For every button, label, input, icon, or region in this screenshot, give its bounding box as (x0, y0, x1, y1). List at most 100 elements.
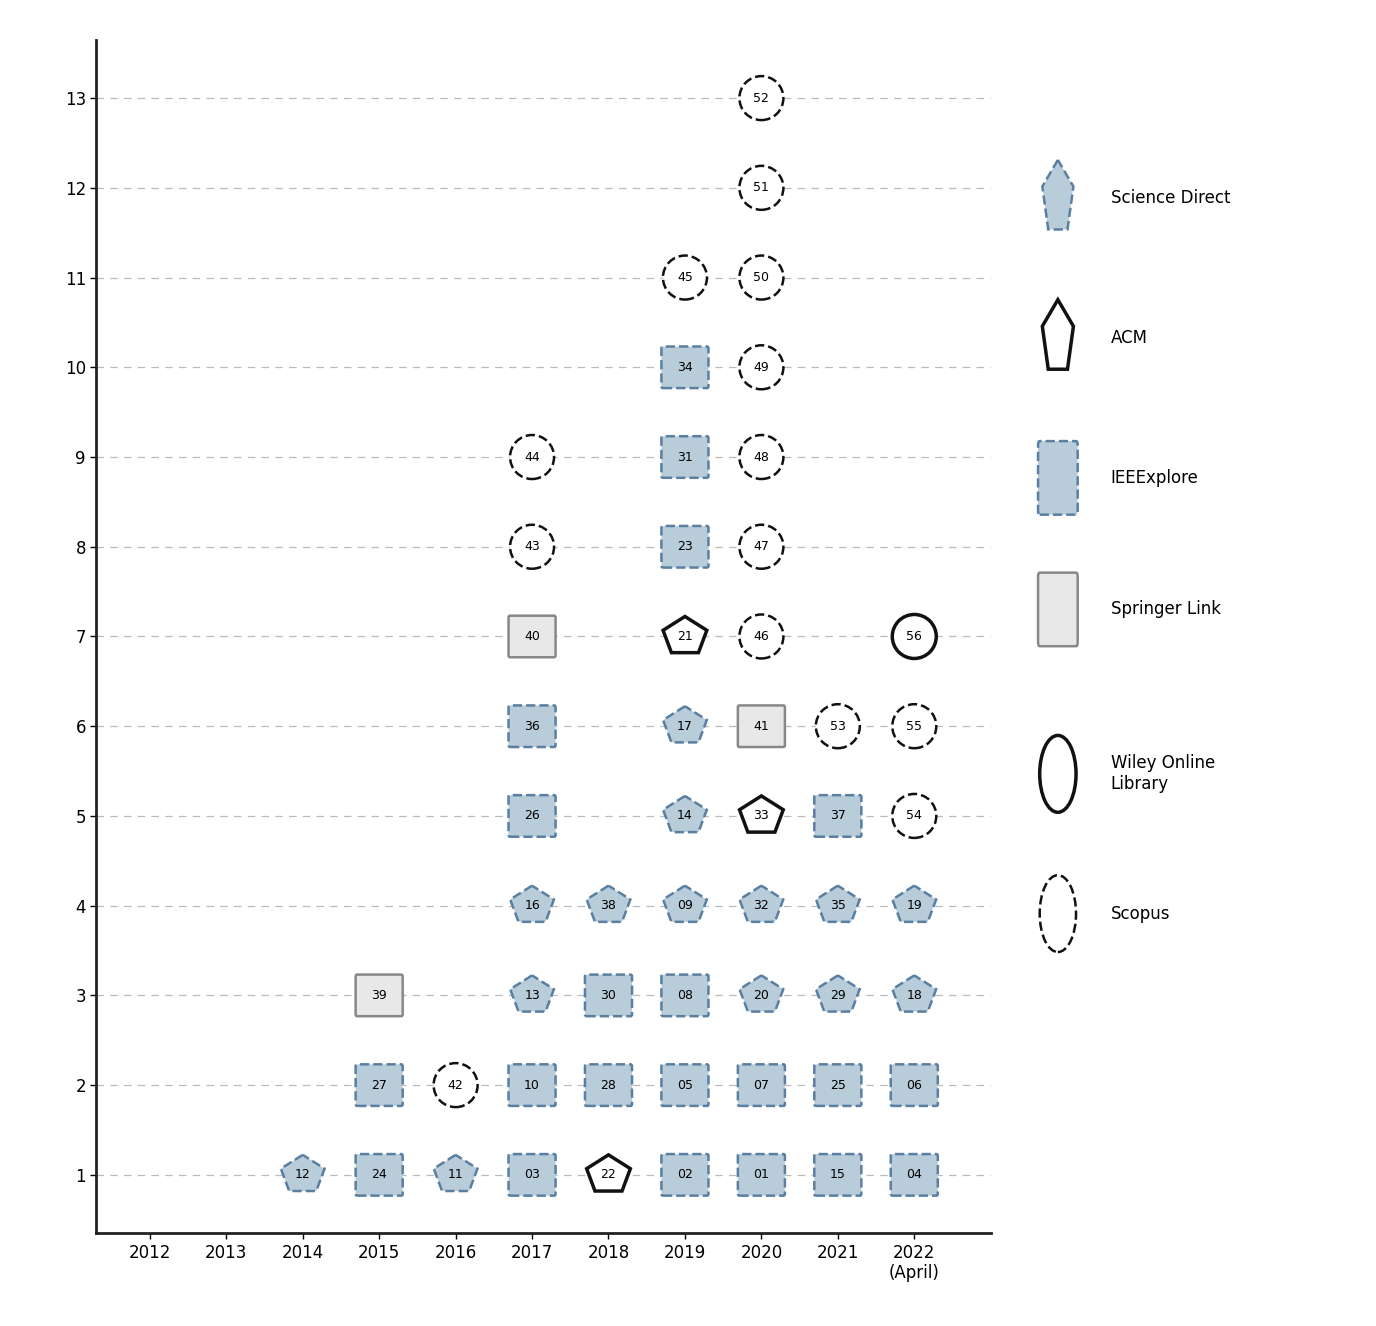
Polygon shape (893, 976, 936, 1012)
Text: 03: 03 (524, 1168, 539, 1181)
Text: 56: 56 (907, 630, 922, 643)
Text: 15: 15 (830, 1168, 846, 1181)
Polygon shape (663, 707, 707, 743)
Polygon shape (816, 976, 860, 1012)
Text: 08: 08 (677, 989, 694, 1002)
Polygon shape (510, 976, 555, 1012)
Polygon shape (510, 886, 555, 922)
Ellipse shape (739, 166, 783, 210)
Text: 11: 11 (447, 1168, 464, 1181)
Text: IEEExplore: IEEExplore (1110, 469, 1198, 487)
FancyBboxPatch shape (509, 1065, 556, 1106)
Text: 20: 20 (754, 989, 769, 1002)
FancyBboxPatch shape (355, 975, 403, 1016)
Text: 29: 29 (830, 989, 846, 1002)
Text: 13: 13 (524, 989, 539, 1002)
FancyBboxPatch shape (738, 705, 784, 747)
Text: 14: 14 (677, 809, 694, 822)
FancyBboxPatch shape (738, 1154, 784, 1196)
Ellipse shape (892, 614, 936, 659)
Text: 42: 42 (447, 1078, 464, 1091)
Text: 25: 25 (830, 1078, 846, 1091)
Text: Wiley Online
Library: Wiley Online Library (1110, 754, 1215, 793)
Polygon shape (893, 886, 936, 922)
Ellipse shape (739, 76, 783, 121)
Polygon shape (663, 796, 707, 833)
Text: 28: 28 (600, 1078, 616, 1091)
FancyBboxPatch shape (815, 796, 861, 837)
Text: 33: 33 (754, 809, 769, 822)
Polygon shape (739, 886, 783, 922)
Text: 52: 52 (754, 91, 769, 105)
FancyBboxPatch shape (585, 1065, 632, 1106)
FancyBboxPatch shape (890, 1065, 938, 1106)
Ellipse shape (433, 1063, 477, 1107)
Polygon shape (1043, 160, 1073, 229)
FancyBboxPatch shape (509, 1154, 556, 1196)
Text: 16: 16 (524, 899, 539, 912)
Text: Science Direct: Science Direct (1110, 190, 1230, 207)
Ellipse shape (739, 345, 783, 390)
Text: 18: 18 (907, 989, 922, 1002)
Text: 26: 26 (524, 809, 539, 822)
Text: 04: 04 (907, 1168, 922, 1181)
FancyBboxPatch shape (1038, 573, 1077, 646)
Text: 10: 10 (524, 1078, 539, 1091)
Text: 47: 47 (754, 540, 769, 553)
FancyBboxPatch shape (662, 1065, 709, 1106)
Polygon shape (1043, 300, 1073, 369)
FancyBboxPatch shape (662, 1154, 709, 1196)
FancyBboxPatch shape (662, 975, 709, 1016)
Polygon shape (281, 1155, 325, 1191)
Ellipse shape (1040, 875, 1076, 952)
FancyBboxPatch shape (1038, 442, 1077, 514)
Ellipse shape (816, 704, 860, 748)
Ellipse shape (1040, 736, 1076, 813)
Ellipse shape (739, 435, 783, 479)
Text: 27: 27 (372, 1078, 387, 1091)
Text: 31: 31 (677, 451, 694, 464)
Text: 46: 46 (754, 630, 769, 643)
Text: Springer Link: Springer Link (1110, 601, 1221, 618)
Text: 55: 55 (907, 720, 922, 733)
Text: 07: 07 (754, 1078, 769, 1091)
FancyBboxPatch shape (509, 615, 556, 658)
Text: 53: 53 (830, 720, 846, 733)
Text: 36: 36 (524, 720, 539, 733)
Text: 54: 54 (907, 809, 922, 822)
Text: 50: 50 (754, 271, 769, 284)
Text: 09: 09 (677, 899, 694, 912)
Text: 37: 37 (830, 809, 846, 822)
Text: 17: 17 (677, 720, 694, 733)
Ellipse shape (892, 794, 936, 838)
Text: 41: 41 (754, 720, 769, 733)
Text: 22: 22 (600, 1168, 616, 1181)
Polygon shape (663, 886, 707, 922)
FancyBboxPatch shape (738, 1065, 784, 1106)
Text: 49: 49 (754, 361, 769, 374)
FancyBboxPatch shape (509, 705, 556, 747)
FancyBboxPatch shape (355, 1065, 403, 1106)
Ellipse shape (892, 704, 936, 748)
FancyBboxPatch shape (815, 1065, 861, 1106)
FancyBboxPatch shape (585, 975, 632, 1016)
FancyBboxPatch shape (815, 1154, 861, 1196)
Text: 05: 05 (677, 1078, 694, 1091)
Text: 38: 38 (600, 899, 616, 912)
Text: Scopus: Scopus (1110, 904, 1170, 923)
Text: 19: 19 (907, 899, 922, 912)
Text: 30: 30 (600, 989, 616, 1002)
Polygon shape (586, 1155, 630, 1191)
Ellipse shape (739, 525, 783, 569)
Text: 35: 35 (830, 899, 846, 912)
Text: 23: 23 (677, 540, 694, 553)
FancyBboxPatch shape (890, 1154, 938, 1196)
Text: 51: 51 (754, 182, 769, 195)
FancyBboxPatch shape (662, 346, 709, 389)
Polygon shape (586, 886, 630, 922)
Ellipse shape (739, 614, 783, 659)
FancyBboxPatch shape (355, 1154, 403, 1196)
Text: 34: 34 (677, 361, 694, 374)
Text: 21: 21 (677, 630, 694, 643)
Polygon shape (739, 976, 783, 1012)
